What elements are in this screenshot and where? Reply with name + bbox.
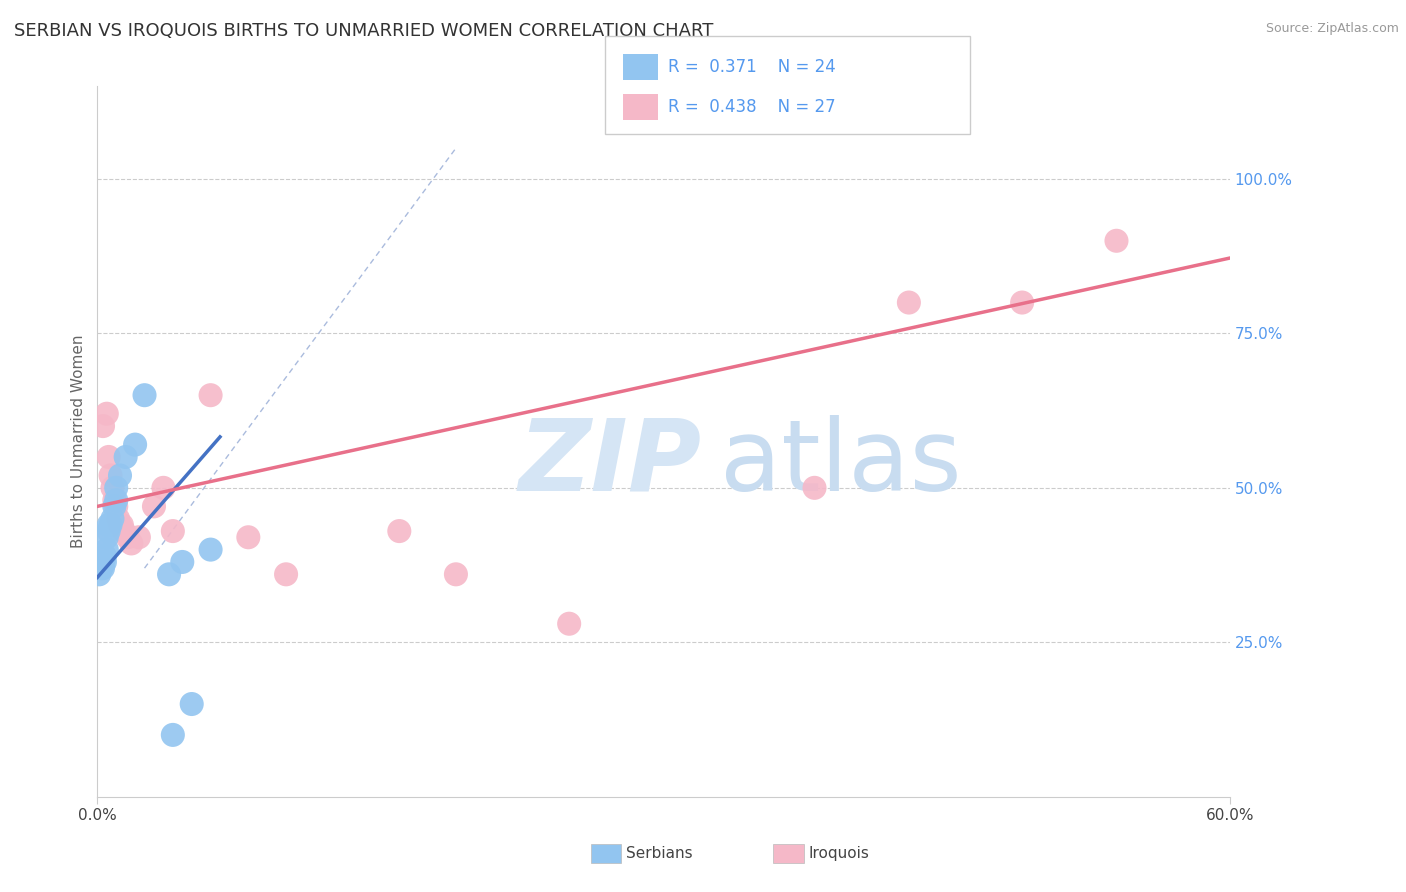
Point <box>103 493 125 508</box>
Point <box>91 555 114 569</box>
Point <box>162 524 184 538</box>
Point <box>91 419 114 434</box>
Text: SERBIAN VS IROQUOIS BIRTHS TO UNMARRIED WOMEN CORRELATION CHART: SERBIAN VS IROQUOIS BIRTHS TO UNMARRIED … <box>14 22 713 40</box>
Point <box>114 450 136 464</box>
Point <box>897 295 920 310</box>
Text: atlas: atlas <box>720 415 962 512</box>
Y-axis label: Births to Unmarried Women: Births to Unmarried Women <box>72 334 86 549</box>
Point <box>105 500 128 514</box>
Point <box>94 549 117 563</box>
Point <box>444 567 467 582</box>
Text: Iroquois: Iroquois <box>808 847 869 861</box>
Point <box>238 530 260 544</box>
Point <box>274 567 297 582</box>
Point <box>97 524 120 538</box>
Text: R =  0.371    N = 24: R = 0.371 N = 24 <box>668 58 835 76</box>
Text: Source: ZipAtlas.com: Source: ZipAtlas.com <box>1265 22 1399 36</box>
Point <box>108 517 131 532</box>
Point <box>105 481 128 495</box>
Point <box>172 555 194 569</box>
Point <box>105 493 128 508</box>
Text: ZIP: ZIP <box>519 415 702 512</box>
Text: R =  0.438    N = 27: R = 0.438 N = 27 <box>668 98 835 116</box>
Point <box>134 388 156 402</box>
Point <box>112 524 135 538</box>
Point <box>162 728 184 742</box>
Point <box>803 481 825 495</box>
Point <box>1105 234 1128 248</box>
Point <box>96 542 118 557</box>
Point <box>97 517 120 532</box>
Point <box>388 524 411 538</box>
Text: Serbians: Serbians <box>626 847 692 861</box>
Point <box>111 517 134 532</box>
Point <box>180 697 202 711</box>
Point <box>200 388 222 402</box>
Point <box>103 500 125 514</box>
Point <box>107 512 129 526</box>
Point <box>200 542 222 557</box>
Point <box>120 536 142 550</box>
Point <box>117 530 139 544</box>
Point <box>94 555 117 569</box>
Point <box>124 437 146 451</box>
Point <box>558 616 581 631</box>
Point <box>157 567 180 582</box>
Point <box>100 517 122 532</box>
Point <box>108 468 131 483</box>
Point <box>96 530 118 544</box>
Point <box>90 561 112 575</box>
Point <box>89 567 111 582</box>
Point <box>128 530 150 544</box>
Point <box>97 450 120 464</box>
Point <box>1011 295 1033 310</box>
Point <box>152 481 174 495</box>
Point <box>100 468 122 483</box>
Point <box>101 512 124 526</box>
Point <box>91 561 114 575</box>
Point <box>143 500 166 514</box>
Point <box>101 481 124 495</box>
Point <box>96 407 118 421</box>
